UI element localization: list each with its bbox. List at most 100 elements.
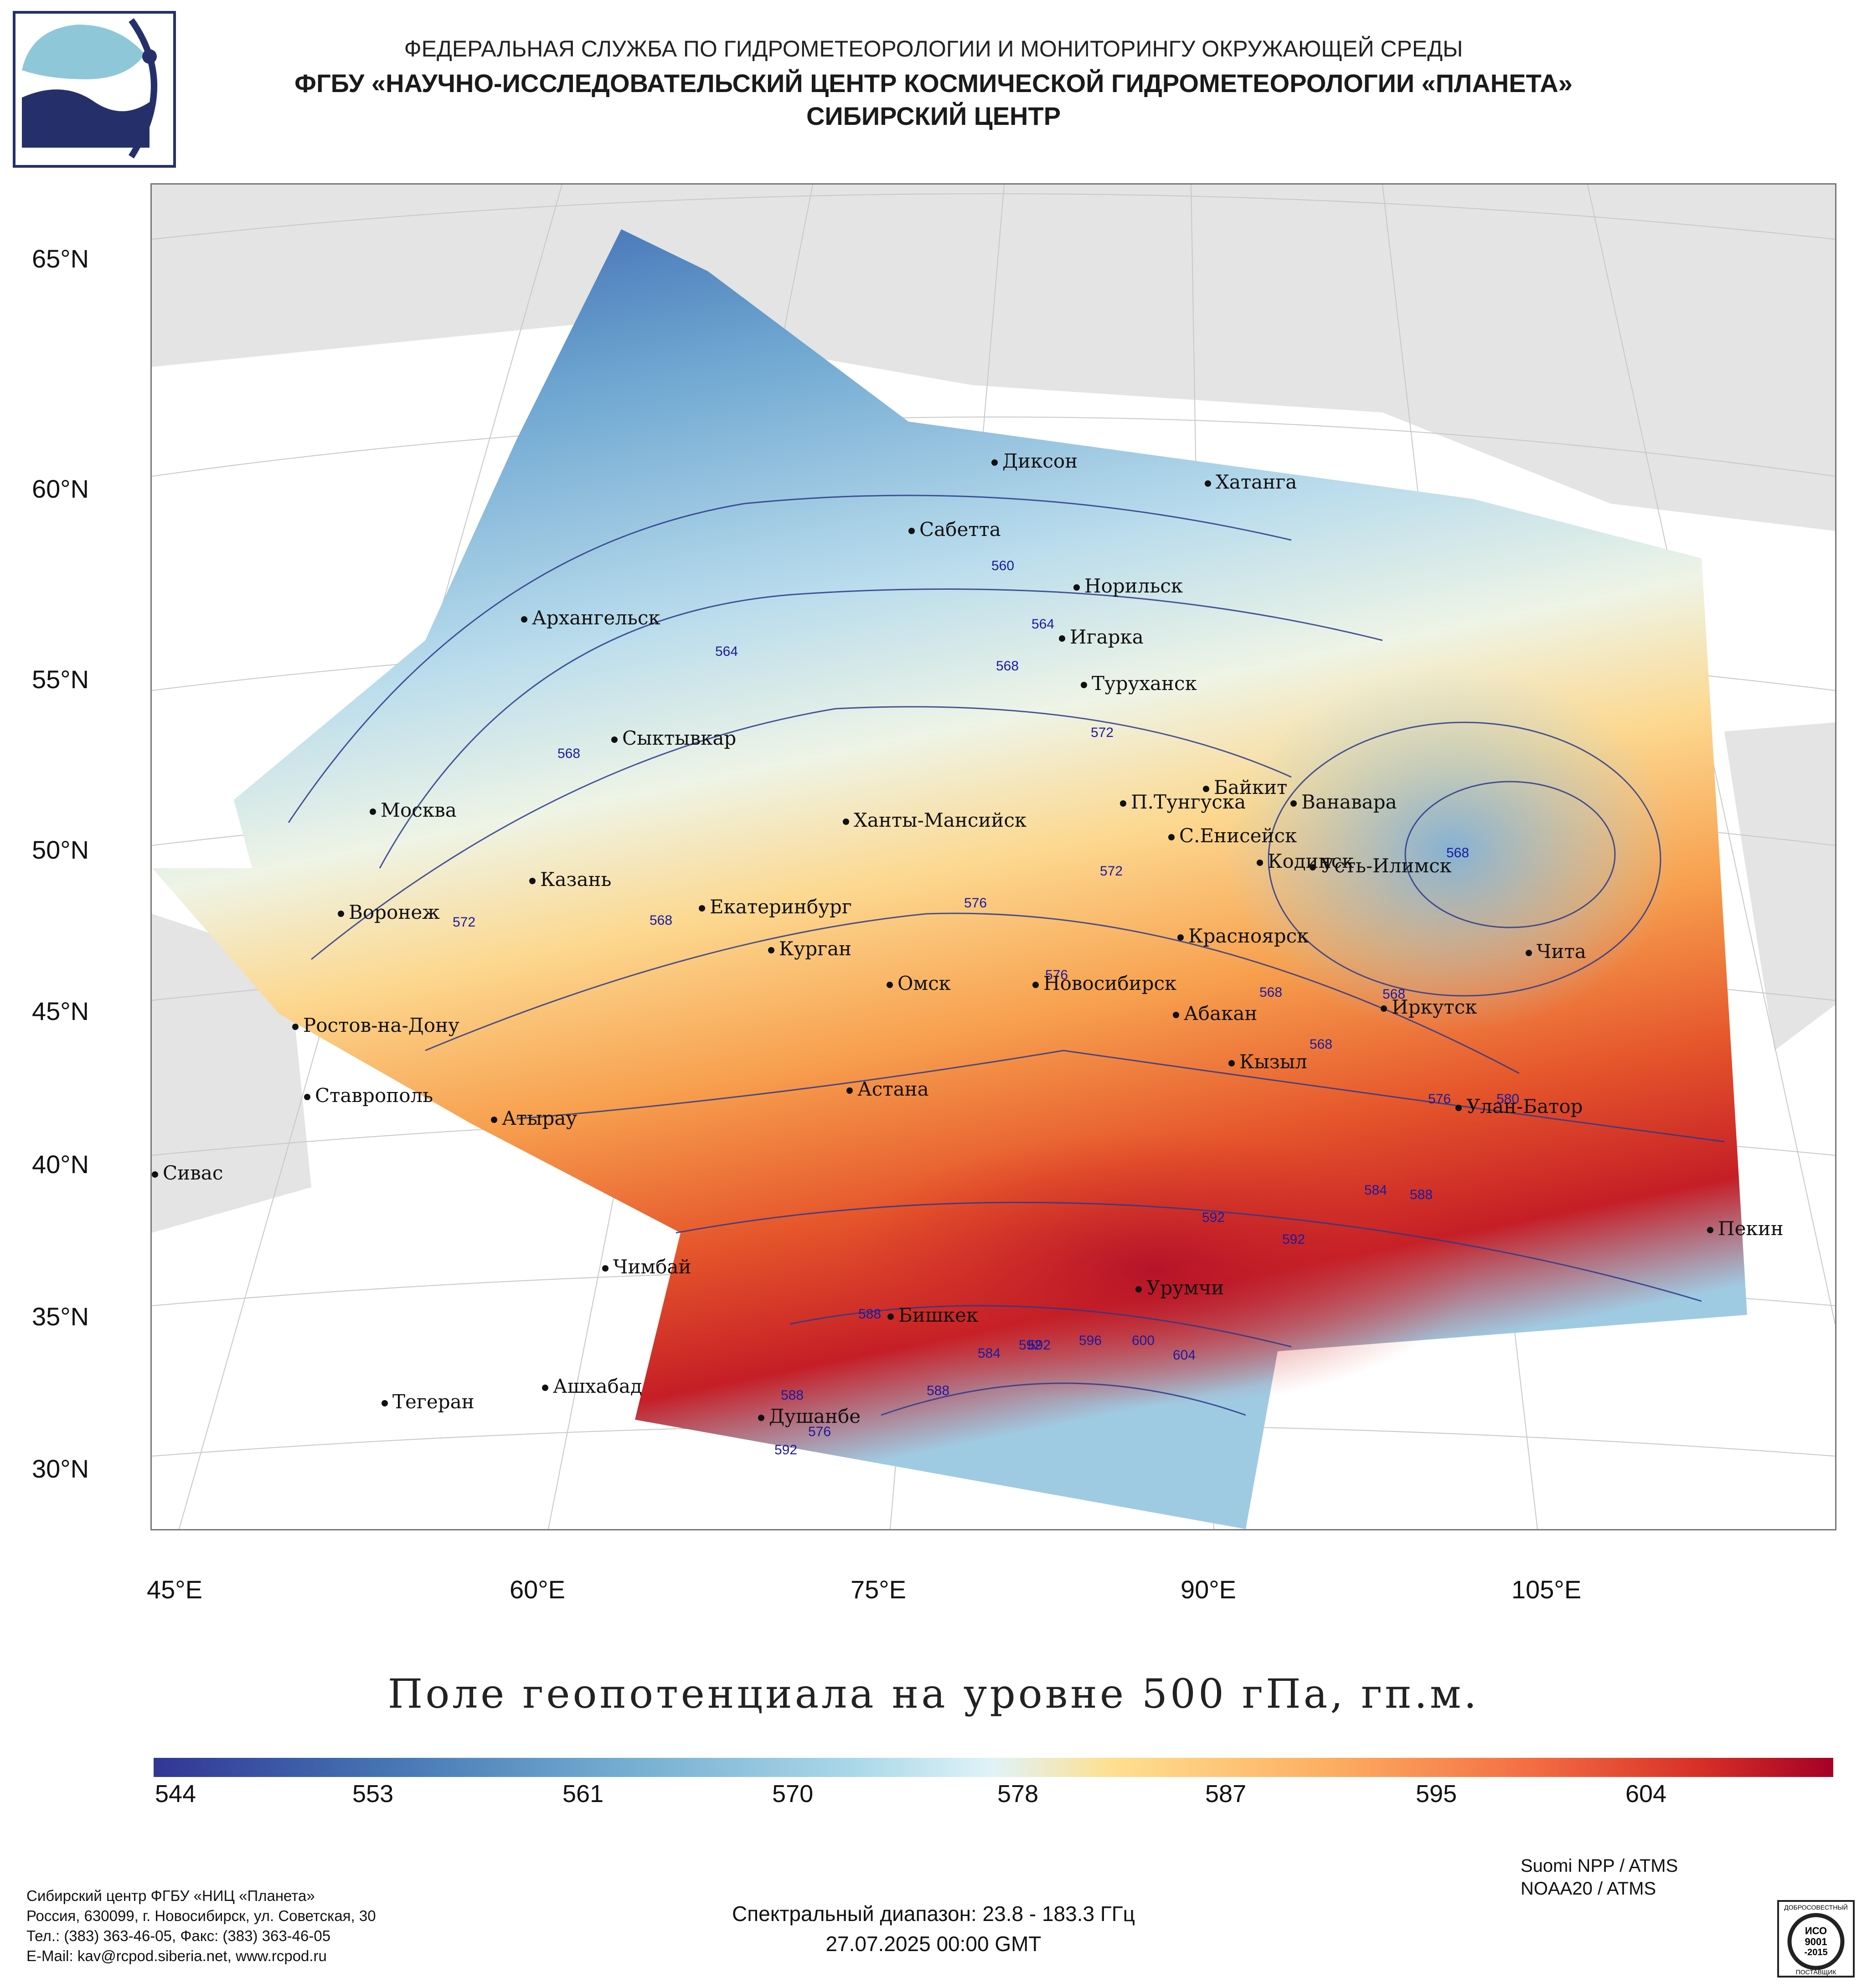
colorbar-tick: 570 (772, 1780, 814, 1808)
lat-label: 40°N (32, 1150, 89, 1179)
geopotential-map: 560 564 568 564 568 572 568 572 576 576 … (150, 183, 1836, 1530)
city-label: Красноярск (1177, 925, 1309, 947)
lon-label: 45°E (147, 1575, 203, 1604)
address-line: Сибирский центр ФГБУ «НИЦ «Планета» (26, 1887, 315, 1904)
address-line: E-Mail: kav@rcpod.siberia.net, www.rcpod… (26, 1947, 327, 1964)
isoline-label: 592 (774, 1442, 798, 1458)
isoline-label: 588 (858, 1307, 882, 1322)
city-label: Иркутск (1381, 996, 1477, 1018)
city-label: Душанбе (758, 1405, 861, 1427)
lon-label: 105°E (1511, 1575, 1582, 1604)
isoline-label: 588 (927, 1383, 950, 1398)
isoline-label: 568 (557, 746, 581, 761)
isoline-label: 572 (453, 915, 476, 930)
isoline-label: 572 (1091, 725, 1114, 740)
city-label: Сивас (152, 1162, 223, 1184)
header-agency: ФЕДЕРАЛЬНАЯ СЛУЖБА ПО ГИДРОМЕТЕОРОЛОГИИ … (404, 36, 1463, 62)
planeta-logo (13, 11, 176, 168)
isoline-label: 592 (1019, 1338, 1042, 1353)
satellite-line: NOAA20 / ATMS (1521, 1879, 1656, 1899)
isoline-label: 592 (1202, 1210, 1225, 1225)
satellite-line: Suomi NPP / ATMS (1521, 1856, 1678, 1876)
city-label: Сабетта (908, 518, 1001, 541)
lat-label: 55°N (32, 665, 89, 694)
isoline-label: 572 (1100, 864, 1123, 879)
colorbar-tick: 595 (1416, 1780, 1457, 1808)
colorbar-tick: 587 (1205, 1780, 1247, 1808)
isoline-label: 604 (1173, 1348, 1196, 1363)
isoline-label: 568 (650, 913, 673, 928)
city-label: Екатеринбург (699, 896, 852, 918)
isoline-label: 568 (1259, 985, 1283, 1000)
city-label: Москва (370, 799, 457, 821)
city-label: Пекин (1707, 1217, 1784, 1240)
city-label: Кызыл (1228, 1051, 1307, 1073)
city-label: Ванавара (1290, 791, 1397, 813)
isoline-label: 564 (715, 644, 738, 659)
iso-badge: ДОБРОСОВЕСТНЫЙ ИСО 9001 -2015 ПОСТАВЩИК (1777, 1900, 1855, 1978)
city-label: Атырау (491, 1107, 577, 1129)
city-label: Норильск (1073, 575, 1183, 597)
city-label: С.Енисейск (1168, 824, 1297, 847)
iso-badge-top: ДОБРОСОВЕСТНЫЙ (1784, 1903, 1848, 1911)
map-canvas (152, 185, 1835, 1529)
city-label: Тегеран (382, 1391, 474, 1413)
lat-label: 50°N (32, 835, 89, 864)
isoline-label: 576 (964, 896, 987, 911)
iso-badge-mid2: 9001 (1805, 1936, 1827, 1947)
header-institute: ФГБУ «НАУЧНО-ИССЛЕДОВАТЕЛЬСКИЙ ЦЕНТР КОС… (294, 69, 1573, 98)
isoline-label: 592 (1028, 1338, 1051, 1353)
city-label: Архангельск (521, 607, 660, 629)
isoline-label: 592 (1282, 1232, 1305, 1247)
city-label: Ставрополь (304, 1084, 433, 1107)
city-label: П.Тунгуска (1120, 791, 1246, 813)
isoline-label: 584 (978, 1346, 1001, 1361)
lon-label: 90°E (1181, 1575, 1237, 1604)
datetime: 27.07.2025 00:00 GMT (825, 1932, 1042, 1956)
header-center: СИБИРСКИЙ ЦЕНТР (806, 102, 1061, 130)
lat-label: 65°N (32, 244, 89, 273)
city-label: Воронеж (338, 901, 440, 923)
city-label: Ашхабад (542, 1375, 642, 1397)
colorbar-tick: 561 (562, 1780, 604, 1808)
colorbar-tick: 553 (352, 1780, 394, 1808)
city-label: Чита (1526, 940, 1586, 963)
iso-badge-bottom: ПОСТАВЩИК (1796, 1968, 1837, 1976)
city-label: Бишкек (887, 1304, 978, 1326)
lat-label: 30°N (32, 1454, 89, 1483)
iso-badge-mid1: ИСО (1805, 1925, 1827, 1936)
isoline-label: 568 (996, 659, 1019, 674)
city-label: Игарка (1059, 626, 1144, 648)
lon-label: 60°E (510, 1575, 566, 1604)
city-label: Туруханск (1081, 672, 1197, 695)
address-line: Россия, 630099, г. Новосибирск, ул. Сове… (26, 1907, 376, 1924)
city-label: Омск (887, 972, 951, 994)
colorbar-tick: 604 (1625, 1780, 1667, 1808)
spectral-range: Спектральный диапазон: 23.8 - 183.3 ГГц (732, 1902, 1135, 1926)
colorbar-tick: 578 (997, 1780, 1039, 1808)
colorbar-tick: 544 (155, 1780, 196, 1808)
iso-badge-mid3: -2015 (1804, 1947, 1827, 1957)
city-label: Урумчи (1135, 1277, 1224, 1299)
footer-address: Сибирский центр ФГБУ «НИЦ «Планета» Росс… (26, 1886, 376, 1966)
city-label: Ханты-Мансийск (843, 809, 1026, 831)
isoline-label: 596 (1079, 1333, 1102, 1348)
isoline-label: 568 (1310, 1037, 1333, 1052)
isoline-label: 588 (781, 1388, 804, 1403)
colorbar (154, 1758, 1833, 1777)
city-label: Усть-Илимск (1310, 855, 1452, 877)
city-label: Курган (768, 937, 851, 960)
isoline-label: 600 (1132, 1333, 1155, 1348)
isoline-label: 576 (1428, 1092, 1451, 1107)
city-label: Сыктывкар (611, 727, 736, 749)
city-label: Улан-Батор (1455, 1095, 1583, 1118)
city-label: Новосибирск (1032, 972, 1176, 994)
city-label: Абакан (1173, 1002, 1257, 1025)
city-label: Чимбай (602, 1256, 691, 1278)
isoline-label: 560 (991, 558, 1015, 573)
isoline-label: 584 (1364, 1183, 1387, 1198)
city-label: Ростов-на-Дону (292, 1014, 459, 1036)
lat-label: 45°N (32, 997, 89, 1025)
city-label: Диксон (991, 450, 1078, 472)
lat-label: 60°N (32, 474, 89, 503)
